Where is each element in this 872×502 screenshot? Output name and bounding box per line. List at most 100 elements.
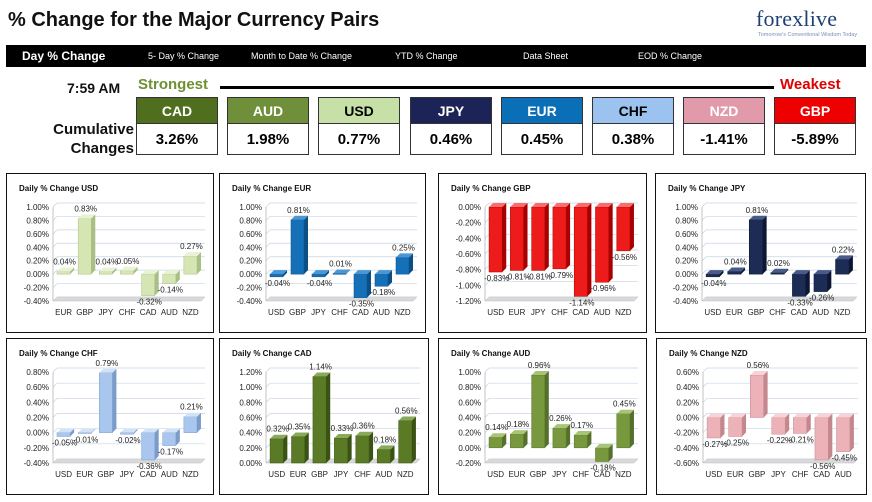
currency-card-aud[interactable]: AUD 1.98% (227, 97, 309, 156)
x-tick-label: JPY (771, 470, 786, 479)
chart-title: Daily % Change CAD (232, 349, 312, 358)
bar-side (502, 203, 507, 273)
currency-card-gbp[interactable]: GBP -5.89% (774, 97, 856, 156)
bar-side (720, 413, 725, 438)
bar-jpy (771, 413, 790, 435)
bar-side (523, 203, 528, 271)
gridline-diag (701, 256, 707, 261)
bar-gbp (749, 371, 768, 418)
x-tick-label: GBP (747, 308, 764, 317)
bar-face (269, 273, 284, 278)
bar-side (175, 428, 180, 446)
bar-side (742, 413, 747, 437)
currency-card-usd[interactable]: USD 0.77% (318, 97, 400, 156)
bar-face (727, 271, 742, 275)
bar-top (792, 270, 810, 275)
currency-card-nzd[interactable]: NZD -1.41% (683, 97, 765, 156)
y-tick-label: 0.20% (675, 257, 698, 266)
data-label: 0.96% (528, 361, 551, 370)
nav-bar: Day % Change 5- Day % Change Month to Da… (6, 45, 866, 67)
bar-side (346, 269, 351, 275)
nav-month-to-date-change[interactable]: Month to Date % Change (251, 51, 353, 61)
bar-side (523, 430, 528, 448)
gridline-diag (265, 398, 271, 403)
data-label: -0.02% (115, 436, 140, 445)
bar-face (488, 206, 503, 273)
bar-eur (510, 430, 528, 449)
bar-face (616, 413, 631, 449)
gridline-diag (265, 216, 271, 221)
currency-card-eur[interactable]: EUR 0.45% (501, 97, 583, 156)
bar-side (608, 203, 613, 283)
x-tick-label: EUR (55, 308, 72, 317)
bar-cad (353, 270, 372, 298)
cumulative-change-value: 1.98% (227, 124, 309, 155)
y-tick-label: -0.40% (24, 459, 49, 468)
bar-top (531, 203, 549, 207)
nav-5day-change[interactable]: 5- Day % Change (148, 51, 220, 61)
gridline-diag (52, 256, 58, 261)
bar-top (574, 203, 592, 207)
gridline-diag (52, 216, 58, 221)
bar-face (290, 219, 305, 275)
y-tick-label: 0.00% (26, 429, 49, 438)
bar-face (56, 432, 71, 437)
bar-face (814, 417, 829, 461)
y-tick-label: 0.20% (26, 414, 49, 423)
bar-top (770, 268, 789, 273)
bar-side (806, 413, 811, 434)
chart-floor (52, 296, 206, 302)
currency-card-cad[interactable]: CAD 3.26% (136, 97, 218, 156)
chart-title: Daily % Change GBP (451, 184, 531, 193)
y-tick-label: 0.40% (676, 383, 699, 392)
x-tick-label: AUD (161, 470, 178, 479)
data-label: 0.17% (570, 421, 593, 430)
gridline-diag (265, 428, 271, 433)
nav-day-change[interactable]: Day % Change (22, 49, 106, 63)
gridline-diag (484, 218, 490, 223)
nav-eod-change[interactable]: EOD % Change (638, 51, 703, 61)
bar-top (99, 267, 117, 272)
y-tick-label: 0.40% (675, 243, 698, 252)
forexlive-logo[interactable]: forexlive Tomorrow's Conventional Wisdom… (756, 6, 860, 40)
gridline-diag (52, 296, 58, 302)
x-tick-label: USD (268, 308, 285, 317)
bar-face (531, 206, 546, 271)
gridline-diag (484, 398, 490, 403)
gridline-diag (484, 265, 490, 270)
x-tick-label: CAD (813, 470, 830, 479)
gridline-diag (265, 367, 271, 373)
y-tick-label: -1.00% (456, 281, 481, 290)
bar-top (813, 270, 832, 275)
bar-usd (488, 203, 507, 273)
gridline-diag (265, 382, 271, 388)
gridline-diag (484, 428, 490, 433)
bar-face (616, 206, 631, 252)
data-label: 0.35% (288, 422, 311, 431)
bar-side (566, 203, 571, 269)
y-tick-label: 0.40% (26, 398, 49, 407)
bar-top (120, 266, 138, 271)
bar-cad (141, 270, 159, 296)
data-label: -0.83% (484, 274, 509, 283)
nav-data-sheet[interactable]: Data Sheet (523, 51, 569, 61)
nav-ytd-change[interactable]: YTD % Change (395, 51, 458, 61)
bar-top (616, 409, 634, 414)
data-label: 0.25% (392, 243, 415, 252)
bar-nzd (398, 416, 416, 464)
data-label: -0.18% (370, 288, 395, 297)
x-tick-label: AUD (161, 308, 178, 317)
x-tick-label: CAD (572, 308, 589, 317)
bar-nzd (183, 412, 201, 433)
y-tick-label: 0.40% (26, 243, 49, 252)
data-label: -0.26% (809, 294, 834, 303)
currency-card-chf[interactable]: CHF 0.38% (592, 97, 674, 156)
bar-chf (120, 266, 138, 275)
y-tick-label: 0.80% (239, 216, 262, 225)
data-label: -0.18% (590, 463, 615, 472)
bar-face (99, 271, 113, 275)
currency-code: CAD (136, 97, 218, 124)
bar-side (112, 368, 117, 433)
bar-face (374, 273, 389, 287)
currency-card-jpy[interactable]: JPY 0.46% (410, 97, 492, 156)
